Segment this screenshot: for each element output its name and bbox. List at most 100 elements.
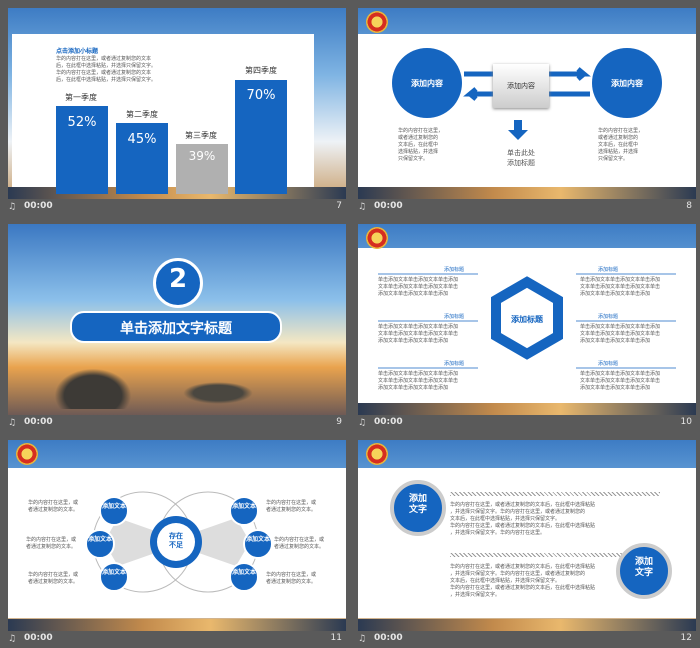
- circle-label: 添加 文字: [634, 557, 653, 578]
- slide-footer: ♫ 00:00 7: [8, 200, 346, 214]
- slide-timing: 00:00: [24, 417, 53, 427]
- paragraph: 华的内容打在这里，或者通过复制您的文本后，在此框中选择粘贴 ，并选择只保留文字。华…: [450, 502, 596, 536]
- chapter-number-circle: [153, 258, 203, 308]
- node-label: 添加文本: [231, 569, 256, 576]
- tank-silhouette: [183, 382, 253, 404]
- node-label: 添加文本: [231, 503, 256, 510]
- slide-title: 单击添加文字标题: [120, 321, 232, 337]
- right-text: 华的内容打在这里， 或者通过复制您的 文本后，在此框中 选择粘贴，并选择 只保留文字。: [598, 128, 644, 162]
- text-circle: [616, 543, 672, 599]
- bar-value: 70%: [246, 88, 276, 103]
- emblem-logo: [366, 443, 388, 465]
- slide-thumbnail-7[interactable]: 点击添加小标题 华的内容打在这里，或者通过复制您的文本 后，在此框中选择粘贴，并选…: [0, 0, 346, 215]
- slide-footer: ♫ 00:00 9: [8, 416, 346, 430]
- slide-thumbnail-10[interactable]: 添加标题 添加标题 单击添加文本单击添加文本单击添加 文本单击添加文本单击添加文本…: [350, 216, 696, 431]
- bar: [56, 106, 108, 194]
- bottom-title: 单击此处 添加标题: [507, 149, 535, 167]
- text-circle: [390, 480, 446, 536]
- playback-icon[interactable]: ♫: [8, 634, 17, 644]
- slide-thumbnail-11[interactable]: 存在 不足 添加文本 添加文本 添加文本 添加文本 添加文本 添加文本 华的内容打…: [0, 432, 346, 647]
- paragraph: 华的内容打在这里，或者通过复制您的文本后，在此框中选择粘贴 ，并选择只保留文字。华…: [450, 564, 596, 598]
- item-title: 添加标题: [444, 267, 465, 273]
- slide-7: 点击添加小标题 华的内容打在这里，或者通过复制您的文本 后，在此框中选择粘贴，并选…: [8, 8, 346, 199]
- bar-label: 第三季度: [185, 131, 217, 140]
- slide-11: 存在 不足 添加文本 添加文本 添加文本 添加文本 添加文本 添加文本 华的内容打…: [8, 440, 346, 631]
- slide-footer: ♫ 00:00 11: [8, 632, 346, 646]
- left-text: 华的内容打在这里，或 者通过复制您的文本。: [28, 572, 79, 585]
- circle-label: 添加内容: [611, 79, 643, 88]
- slide-footer: ♫ 00:00 10: [358, 416, 696, 430]
- item-title: 添加标题: [598, 314, 619, 320]
- node-label: 添加文本: [245, 536, 270, 543]
- center-box-label: 添加内容: [507, 82, 535, 90]
- circle-label: 添加 文字: [408, 494, 427, 515]
- bar: [116, 123, 168, 194]
- slide-number: 9: [336, 417, 342, 427]
- playback-icon[interactable]: ♫: [358, 202, 367, 212]
- item-text: 单击添加文本单击添加文本单击添加 文本单击添加文本单击添加文本单击 添加文本单击添加…: [580, 371, 661, 391]
- subtitle: 点击添加小标题: [56, 48, 99, 55]
- left-text: 华的内容打在这里， 或者通过复制您的 文本后，在此框中 选择粘贴，并选择 只保留文字。: [398, 128, 444, 162]
- slide-thumbnail-12[interactable]: 添加 文字 添加 文字 华的内容打在这里，或者通过复制您的文本后，在此框中选择粘贴，…: [350, 432, 696, 647]
- title-banner: [70, 311, 282, 343]
- item-text: 单击添加文本单击添加文本单击添加 文本单击添加文本单击添加文本单击 添加文本单击添加…: [378, 371, 459, 391]
- node-circle: [85, 529, 115, 559]
- right-text: 华的内容打在这里，或 者通过复制您的文本。: [266, 572, 317, 585]
- playback-icon[interactable]: ♫: [358, 418, 367, 428]
- slide-9: 2 单击添加文字标题: [8, 224, 346, 415]
- node-label: 添加文本: [87, 536, 112, 543]
- slide-thumbnail-8[interactable]: 添加内容 添加内容 添加内容 华的内容打在这里， 或者通过复制您的 文本后，在此框中…: [350, 0, 696, 215]
- bar-value: 52%: [67, 115, 97, 130]
- item-title: 添加标题: [598, 361, 619, 367]
- hexagon-diagram: [378, 273, 676, 369]
- emblem-logo: [16, 443, 38, 465]
- gap-diagram: [92, 491, 259, 593]
- slide-footer: ♫ 00:00 8: [358, 200, 696, 214]
- hatched-rule: [450, 492, 660, 496]
- node-circle: [229, 562, 259, 592]
- slide-thumbnail-9[interactable]: 2 单击添加文字标题 ♫ 00:00 9: [0, 216, 346, 431]
- right-text: 华的内容打在这里，或 者通过复制您的文本。: [266, 500, 317, 513]
- bar-value: 39%: [188, 149, 216, 163]
- center-label: 添加标题: [511, 315, 543, 324]
- bar-value: 45%: [127, 132, 157, 147]
- slide-number: 11: [330, 633, 342, 643]
- playback-icon[interactable]: ♫: [8, 202, 17, 212]
- content-circle: [392, 48, 462, 118]
- slide-number: 7: [336, 201, 342, 211]
- emblem-logo: [366, 227, 388, 249]
- item-text: 单击添加文本单击添加文本单击添加 文本单击添加文本单击添加文本单击 添加文本单击添加…: [378, 324, 459, 344]
- slide-number: 12: [680, 633, 692, 643]
- item-title: 添加标题: [444, 361, 465, 367]
- node-circle: [99, 562, 129, 592]
- playback-icon[interactable]: ♫: [8, 418, 17, 428]
- slide-10: 添加标题 添加标题 单击添加文本单击添加文本单击添加 文本单击添加文本单击添加文本…: [358, 224, 696, 415]
- chapter-number: 2: [168, 264, 188, 294]
- item-title: 添加标题: [444, 314, 465, 320]
- slide-timing: 00:00: [374, 417, 403, 427]
- item-title: 添加标题: [598, 267, 619, 273]
- node-circle: [229, 496, 259, 526]
- item-text: 单击添加文本单击添加文本单击添加 文本单击添加文本单击添加文本单击 添加文本单击添加…: [378, 277, 459, 297]
- emblem-logo: [366, 11, 388, 33]
- slide-number: 8: [686, 201, 692, 211]
- bar: [176, 144, 228, 194]
- slide-number: 10: [680, 417, 692, 427]
- soldier-silhouettes: [48, 364, 138, 409]
- bar-label: 第四季度: [245, 66, 277, 75]
- hatched-rule: [450, 553, 660, 557]
- left-text: 华的内容打在这里，或 者通过复制您的文本。: [28, 500, 79, 513]
- slide-12: 添加 文字 添加 文字 华的内容打在这里，或者通过复制您的文本后，在此框中选择粘贴，…: [358, 440, 696, 631]
- slide-timing: 00:00: [374, 633, 403, 643]
- center-label: 存在 不足: [169, 532, 183, 549]
- node-circle: [99, 496, 129, 526]
- content-circle: [592, 48, 662, 118]
- slide-timing: 00:00: [374, 201, 403, 211]
- node-circle: [243, 529, 273, 559]
- playback-icon[interactable]: ♫: [358, 634, 367, 644]
- slide-timing: 00:00: [24, 201, 53, 211]
- center-box: [493, 64, 549, 108]
- slide-8: 添加内容 添加内容 添加内容 华的内容打在这里， 或者通过复制您的 文本后，在此框中…: [358, 8, 696, 199]
- node-label: 添加文本: [101, 503, 126, 510]
- item-text: 单击添加文本单击添加文本单击添加 文本单击添加文本单击添加文本单击 添加文本单击添加…: [580, 277, 661, 297]
